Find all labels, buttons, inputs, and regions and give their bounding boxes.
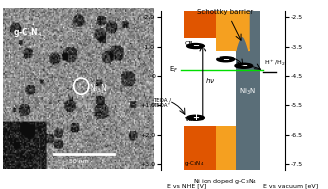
Bar: [216, 51, 236, 126]
Bar: [216, 11, 236, 51]
Text: Ni$_3$N: Ni$_3$N: [89, 83, 107, 95]
Text: E vs NHE [V]: E vs NHE [V]: [167, 183, 207, 188]
Text: g-C$_3$N$_4$: g-C$_3$N$_4$: [184, 159, 204, 168]
Circle shape: [187, 115, 204, 120]
Text: E$_F$: E$_F$: [169, 65, 178, 75]
Text: −: −: [192, 42, 199, 50]
Text: E vs vacuum [eV]: E vs vacuum [eV]: [263, 183, 318, 188]
Bar: [184, 126, 216, 170]
Polygon shape: [236, 11, 249, 51]
Bar: [216, 126, 236, 170]
Text: g-C$_3$N$_4$: g-C$_3$N$_4$: [13, 26, 43, 39]
Circle shape: [187, 43, 204, 49]
Text: +: +: [192, 113, 199, 122]
Text: VB: VB: [185, 117, 193, 122]
Bar: [236, 11, 260, 170]
Text: −: −: [240, 61, 247, 70]
Bar: [184, 38, 216, 126]
Text: 50 nm: 50 nm: [69, 159, 89, 164]
Text: H$^+$/H$_2$: H$^+$/H$_2$: [264, 58, 285, 68]
Text: $h\nu$: $h\nu$: [205, 76, 215, 85]
Text: CB: CB: [185, 41, 193, 46]
Circle shape: [217, 57, 235, 62]
Circle shape: [235, 63, 253, 68]
Text: TEOA /
TEOA⁺: TEOA / TEOA⁺: [153, 97, 171, 108]
Text: Ni$_3$N: Ni$_3$N: [239, 87, 256, 97]
Text: Ni ion doped g-C$_3$N$_4$: Ni ion doped g-C$_3$N$_4$: [193, 177, 257, 186]
Bar: [184, 11, 216, 38]
Text: Schottky barrier: Schottky barrier: [196, 9, 253, 15]
Text: −: −: [222, 55, 229, 64]
